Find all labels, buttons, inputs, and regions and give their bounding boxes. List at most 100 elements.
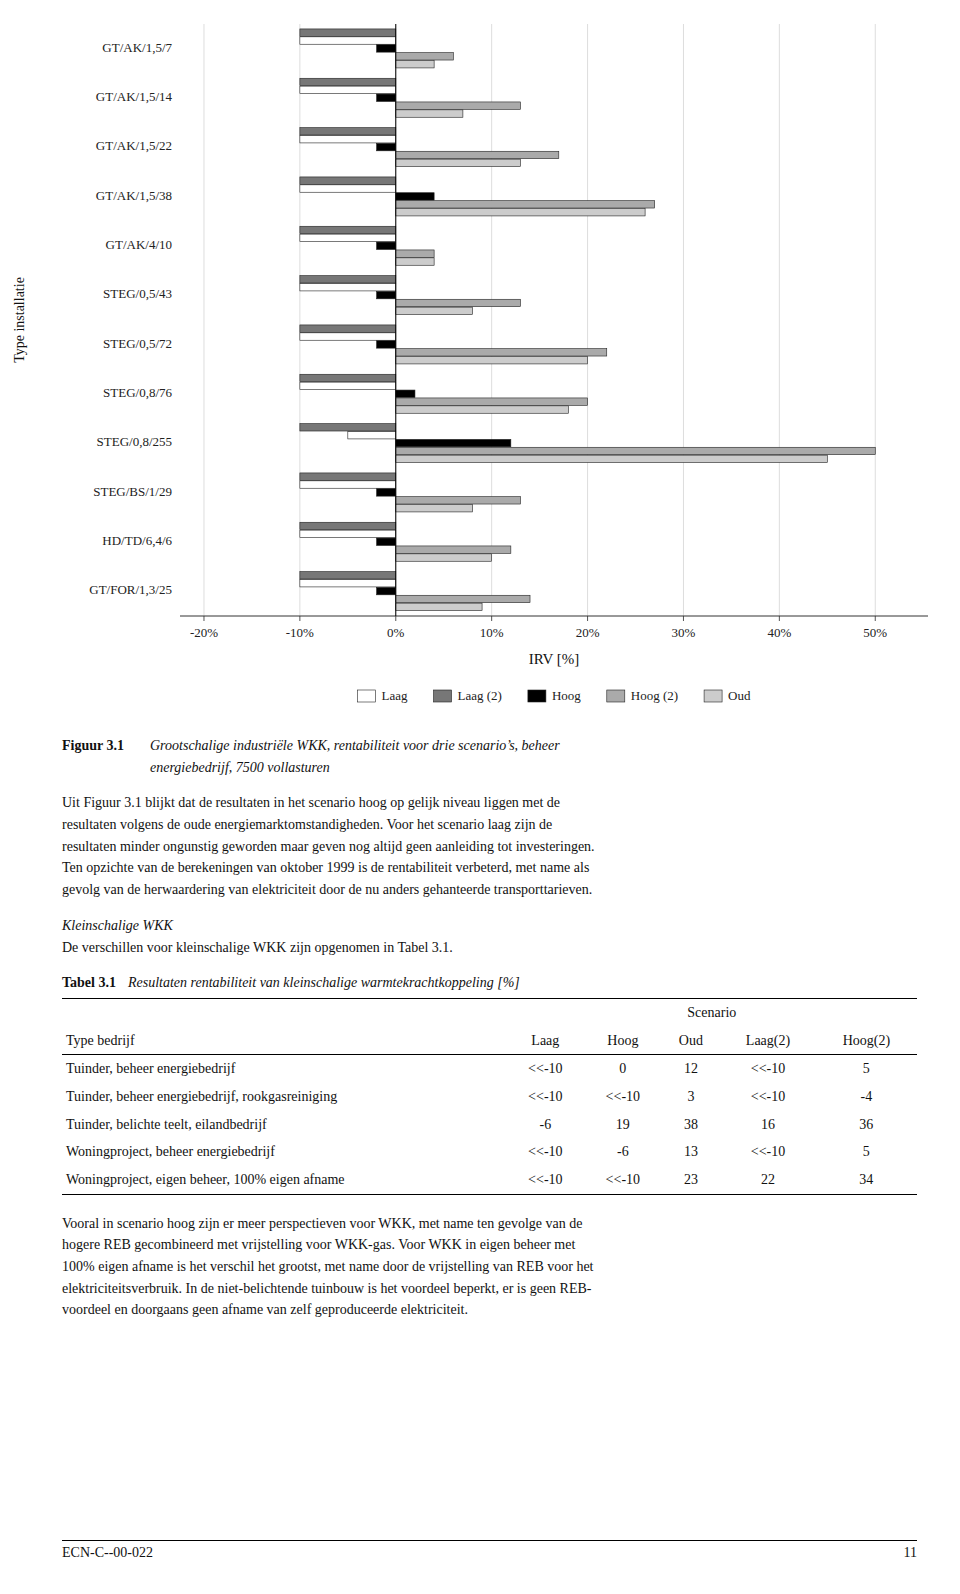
- x-axis-title: IRV [%]: [529, 651, 580, 667]
- bar: [300, 234, 396, 241]
- bar: [377, 587, 396, 594]
- bar: [396, 406, 569, 413]
- tick-mark: [491, 616, 492, 621]
- tick-mark: [203, 616, 204, 621]
- legend-label: Oud: [728, 688, 751, 703]
- footer: ECN-C--00-022 11: [62, 1540, 917, 1561]
- chart: -20%-10%0%10%20%30%40%50%GT/AK/1,5/7GT/A…: [0, 0, 960, 725]
- body-line: Uit Figuur 3.1 blijkt dat de resultaten …: [62, 792, 917, 814]
- body-line: Ten opzichte van de berekeningen van okt…: [62, 857, 917, 879]
- table-row: Woningproject, beheer energiebedrijf<<-1…: [62, 1138, 917, 1166]
- table-cell: 16: [720, 1111, 816, 1139]
- bar: [396, 61, 434, 68]
- table-cell: <<-10: [507, 1138, 585, 1166]
- bar: [396, 201, 655, 208]
- table-column-header: Oud: [662, 1027, 721, 1055]
- bar: [396, 110, 463, 117]
- bar: [396, 546, 511, 553]
- bar: [396, 455, 828, 462]
- body-line: voordeel en doorgaans geen afname van ze…: [62, 1299, 917, 1321]
- bar: [396, 102, 521, 109]
- text-area: Figuur 3.1Grootschalige industriële WKK,…: [62, 735, 917, 1335]
- table-cell: -6: [584, 1138, 662, 1166]
- table-cell: <<-10: [720, 1138, 816, 1166]
- footer-left: ECN-C--00-022: [62, 1545, 153, 1561]
- table-cell: Tuinder, beheer energiebedrijf: [62, 1055, 507, 1083]
- table-row: Tuinder, beheer energiebedrijf<<-10012<<…: [62, 1055, 917, 1083]
- figure-caption-text: Grootschalige industriële WKK, rentabili…: [150, 735, 560, 778]
- footer-right: 11: [904, 1545, 917, 1561]
- grid-line: [587, 24, 588, 616]
- legend-swatch: [607, 690, 625, 702]
- category-label: GT/AK/4/10: [106, 237, 172, 252]
- table-cell: <<-10: [584, 1083, 662, 1111]
- bar: [396, 349, 607, 356]
- bar: [300, 283, 396, 290]
- table-cell: -4: [816, 1083, 917, 1111]
- table-cell: <<-10: [507, 1166, 585, 1194]
- body-line: resultaten volgens de oude energiemarkto…: [62, 814, 917, 836]
- table-cell: Woningproject, beheer energiebedrijf: [62, 1138, 507, 1166]
- bar: [377, 341, 396, 348]
- tick-label: 30%: [672, 625, 696, 640]
- bar: [300, 78, 396, 85]
- table-cell: 5: [816, 1138, 917, 1166]
- tick-mark: [779, 616, 780, 621]
- category-label: HD/TD/6,4/6: [102, 533, 172, 548]
- legend: LaagLaag (2)HoogHoog (2)Oud: [358, 688, 751, 703]
- table-row: Tuinder, belichte teelt, eilandbedrijf-6…: [62, 1111, 917, 1139]
- legend-label: Laag (2): [458, 688, 502, 703]
- bar: [396, 398, 588, 405]
- table-caption-text: Resultaten rentabiliteit van kleinschali…: [128, 975, 520, 990]
- bar: [377, 489, 396, 496]
- table-cell: <<-10: [507, 1083, 585, 1111]
- bar: [377, 242, 396, 249]
- tick-label: 50%: [863, 625, 887, 640]
- tick-label: -10%: [286, 625, 314, 640]
- bar: [396, 53, 454, 60]
- table-cell: 23: [662, 1166, 721, 1194]
- table-header-row: Type bedrijfLaagHoogOudLaag(2)Hoog(2): [62, 1027, 917, 1055]
- grid-line: [395, 24, 396, 616]
- bar: [300, 424, 396, 431]
- grid-line: [491, 24, 492, 616]
- baseline: [395, 24, 396, 616]
- table-cell: Tuinder, belichte teelt, eilandbedrijf: [62, 1111, 507, 1139]
- bar: [396, 603, 482, 610]
- body-line: resultaten minder ongunstig geworden maa…: [62, 836, 917, 858]
- table-column-header: Laag(2): [720, 1027, 816, 1055]
- body-line: Vooral in scenario hoog zijn er meer per…: [62, 1213, 917, 1235]
- table-caption: Tabel 3.1 Resultaten rentabiliteit van kl…: [62, 972, 917, 994]
- bar: [396, 159, 521, 166]
- caption-line: Grootschalige industriële WKK, rentabili…: [150, 735, 560, 757]
- bar: [300, 382, 396, 389]
- legend-label: Hoog (2): [631, 688, 678, 703]
- table-column-header: Hoog: [584, 1027, 662, 1055]
- category-label: GT/FOR/1,3/25: [89, 582, 172, 597]
- table-cell: 22: [720, 1166, 816, 1194]
- bar: [300, 128, 396, 135]
- bar: [396, 357, 588, 364]
- bar: [300, 86, 396, 93]
- table-cell: 36: [816, 1111, 917, 1139]
- category-label: GT/AK/1,5/38: [96, 188, 172, 203]
- category-label: STEG/BS/1/29: [93, 484, 172, 499]
- bar: [396, 554, 492, 561]
- bar: [396, 151, 559, 158]
- bars: [300, 29, 875, 611]
- body-text: Uit Figuur 3.1 blijkt dat de resultaten …: [62, 792, 917, 900]
- grid: [204, 24, 875, 616]
- table-cell: 19: [584, 1111, 662, 1139]
- bar: [377, 45, 396, 52]
- bar: [300, 276, 396, 283]
- table-label: Tabel 3.1: [62, 975, 116, 990]
- table-row: Woningproject, eigen beheer, 100% eigen …: [62, 1166, 917, 1194]
- table-row: Tuinder, beheer energiebedrijf, rookgasr…: [62, 1083, 917, 1111]
- bar: [300, 185, 396, 192]
- bar: [377, 538, 396, 545]
- bar: [396, 497, 521, 504]
- tick-label: -20%: [190, 625, 218, 640]
- table-group-row: Scenario: [62, 998, 917, 1026]
- bar: [300, 29, 396, 36]
- bar: [300, 522, 396, 529]
